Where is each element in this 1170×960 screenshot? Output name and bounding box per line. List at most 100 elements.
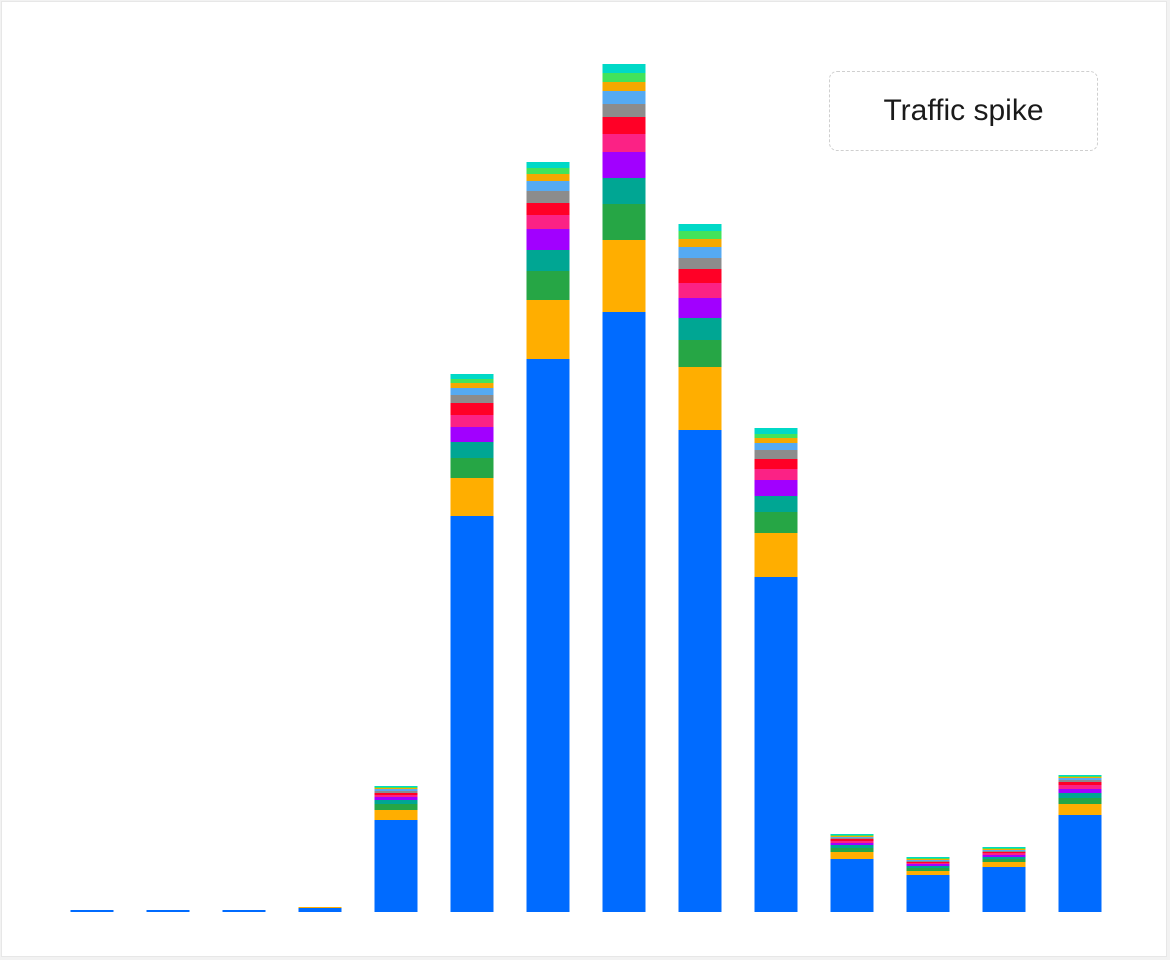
bar-segment-9-10	[678, 239, 722, 247]
bar-segment-6-5	[450, 427, 494, 442]
bar-segment-12-8	[906, 861, 950, 862]
bar-stack-1	[70, 910, 114, 912]
bar-segment-14-6	[1058, 785, 1102, 789]
bar-segment-5-1	[374, 820, 418, 912]
bar-segment-12-1	[906, 875, 950, 912]
bar-segment-7-5	[526, 229, 570, 250]
bar-segment-10-2	[754, 533, 798, 577]
bar-segment-10-1	[754, 577, 798, 912]
bar-segment-9-3	[678, 340, 722, 367]
bar-segment-14-2	[1058, 804, 1102, 815]
bar-segment-8-8	[602, 104, 646, 117]
bar-segment-9-8	[678, 258, 722, 269]
bar-stack-8	[602, 64, 646, 912]
bar-segment-12-4	[906, 866, 950, 868]
bar-segment-11-9	[830, 837, 874, 838]
bar-segment-14-9	[1058, 778, 1102, 780]
bar-segment-12-6	[906, 863, 950, 864]
bar-segment-5-6	[374, 795, 418, 797]
bar-segment-11-3	[830, 848, 874, 852]
bar-segment-14-12	[1058, 775, 1102, 776]
bar-segment-12-3	[906, 868, 950, 871]
bar-segment-10-3	[754, 512, 798, 533]
bar-segment-14-11	[1058, 776, 1102, 777]
bar-segment-5-8	[374, 791, 418, 793]
bar-segment-5-11	[374, 787, 418, 788]
bar-segment-12-9	[906, 860, 950, 861]
bar-segment-5-7	[374, 793, 418, 795]
bar-stack-14	[1058, 775, 1102, 912]
bar-segment-9-2	[678, 367, 722, 430]
bar-segment-8-7	[602, 117, 646, 134]
bar-segment-13-8	[982, 851, 1026, 852]
bar-stack-4	[298, 907, 342, 912]
bar-segment-5-10	[374, 788, 418, 789]
bar-segment-8-12	[602, 64, 646, 73]
bar-segment-13-4	[982, 857, 1026, 859]
bar-segment-7-7	[526, 203, 570, 215]
bar-segment-9-12	[678, 224, 722, 231]
bar-segment-8-4	[602, 178, 646, 204]
bar-segment-14-5	[1058, 789, 1102, 793]
bar-segment-11-2	[830, 852, 874, 859]
bar-segment-10-4	[754, 496, 798, 512]
bar-segment-5-9	[374, 789, 418, 791]
bar-segment-11-4	[830, 845, 874, 848]
bar-segment-13-12	[982, 847, 1026, 848]
bar-segment-6-11	[450, 379, 494, 383]
bar-segment-2-1	[146, 910, 190, 912]
bar-segment-8-11	[602, 73, 646, 82]
bar-segment-13-5	[982, 855, 1026, 857]
bar-segment-9-11	[678, 231, 722, 239]
bar-segment-6-10	[450, 383, 494, 388]
bar-segment-11-12	[830, 834, 874, 835]
bar-segment-10-8	[754, 450, 798, 459]
bar-segment-10-7	[754, 459, 798, 469]
bar-segment-4-2	[298, 907, 342, 908]
bar-segment-13-3	[982, 859, 1026, 862]
bar-segment-7-1	[526, 359, 570, 912]
bar-segment-14-1	[1058, 815, 1102, 912]
legend-label: Traffic spike	[883, 94, 1044, 127]
bar-segment-5-4	[374, 800, 418, 804]
bar-segment-14-7	[1058, 782, 1102, 785]
bar-segment-12-11	[906, 858, 950, 859]
bar-stack-5	[374, 786, 418, 912]
bar-segment-8-10	[602, 82, 646, 91]
bar-segment-3-1	[222, 910, 266, 912]
bar-segment-14-10	[1058, 777, 1102, 778]
bar-segment-9-1	[678, 430, 722, 912]
bar-segment-8-3	[602, 204, 646, 240]
bar-segment-7-6	[526, 215, 570, 229]
bar-segment-6-8	[450, 395, 494, 403]
bar-segment-10-6	[754, 469, 798, 480]
bar-segment-10-11	[754, 434, 798, 438]
bar-segment-12-12	[906, 857, 950, 858]
bar-segment-13-11	[982, 848, 1026, 849]
bar-segment-13-6	[982, 853, 1026, 855]
bar-segment-12-5	[906, 864, 950, 866]
bar-stack-12	[906, 857, 950, 912]
bar-segment-6-6	[450, 415, 494, 427]
bar-segment-14-4	[1058, 793, 1102, 798]
bar-segment-8-5	[602, 152, 646, 178]
bar-segment-12-7	[906, 862, 950, 863]
bar-stack-7	[526, 162, 570, 912]
bar-segment-7-2	[526, 300, 570, 359]
bar-segment-9-6	[678, 283, 722, 298]
bar-segment-7-3	[526, 271, 570, 300]
bar-segment-11-8	[830, 838, 874, 839]
bar-segment-5-3	[374, 804, 418, 810]
bar-stack-13	[982, 847, 1026, 912]
bar-segment-7-9	[526, 181, 570, 191]
bar-segment-12-10	[906, 859, 950, 860]
bar-segment-10-12	[754, 428, 798, 434]
bar-segment-7-4	[526, 250, 570, 271]
bar-segment-13-9	[982, 850, 1026, 851]
bar-stack-9	[678, 224, 722, 912]
legend: Traffic spike	[829, 71, 1098, 151]
bar-segment-8-1	[602, 312, 646, 912]
bar-segment-6-9	[450, 388, 494, 395]
